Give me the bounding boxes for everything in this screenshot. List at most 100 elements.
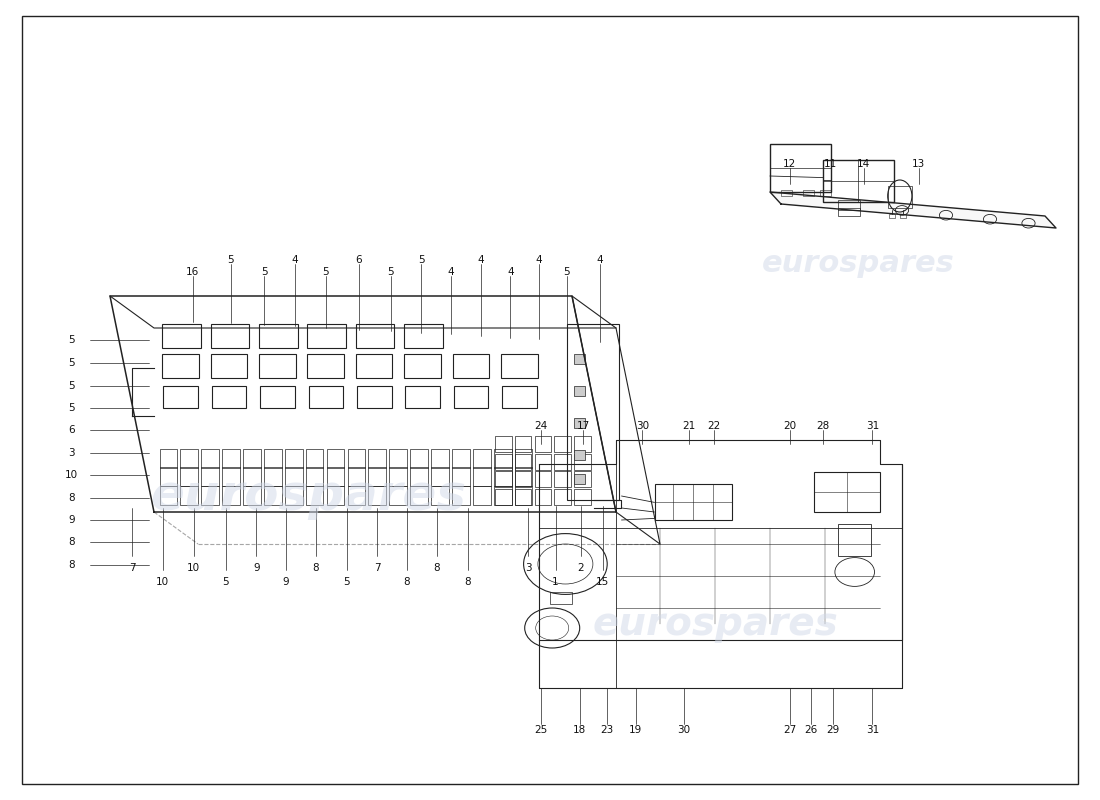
Bar [222, 467, 240, 486]
Text: 21: 21 [682, 421, 695, 430]
Text: 8: 8 [68, 560, 75, 570]
Text: 9: 9 [68, 515, 75, 525]
Bar [405, 354, 441, 378]
Text: 17: 17 [576, 421, 590, 430]
Bar [389, 467, 407, 486]
Text: 5: 5 [563, 267, 570, 277]
Text: 3: 3 [68, 448, 75, 458]
Bar [535, 471, 551, 487]
Bar [327, 467, 344, 486]
Bar [574, 474, 585, 484]
Text: eurospares: eurospares [150, 472, 466, 520]
Bar [431, 467, 449, 486]
Text: 7: 7 [129, 563, 135, 573]
Text: 4: 4 [536, 255, 542, 265]
Bar [211, 386, 246, 408]
Text: 8: 8 [312, 563, 319, 573]
Text: 10: 10 [187, 563, 200, 573]
Bar [405, 324, 442, 348]
Text: 11: 11 [824, 159, 837, 169]
Bar [356, 386, 392, 408]
Bar [494, 486, 512, 505]
Bar [554, 436, 571, 452]
Text: 16: 16 [186, 267, 199, 277]
Text: 10: 10 [65, 470, 78, 480]
Bar [264, 467, 282, 486]
Bar [452, 449, 470, 468]
Bar [211, 324, 249, 348]
Text: 19: 19 [629, 725, 642, 734]
Bar [410, 467, 428, 486]
Bar [368, 467, 386, 486]
Text: 8: 8 [404, 578, 410, 587]
Bar [494, 449, 512, 468]
Bar [452, 486, 470, 505]
Bar [820, 190, 830, 196]
Bar [201, 467, 219, 486]
Text: 7: 7 [374, 563, 381, 573]
Bar [535, 489, 551, 505]
Text: 5: 5 [68, 403, 75, 413]
Bar [285, 467, 303, 486]
Text: 8: 8 [68, 538, 75, 547]
Text: 30: 30 [636, 421, 649, 430]
Bar [260, 386, 295, 408]
Bar [389, 486, 407, 505]
Bar [355, 324, 394, 348]
Text: 15: 15 [596, 578, 609, 587]
Bar [285, 449, 303, 468]
Text: 8: 8 [464, 578, 471, 587]
Text: 31: 31 [866, 421, 879, 430]
Bar [473, 467, 491, 486]
Bar [500, 354, 538, 378]
Bar [160, 449, 177, 468]
Text: 3: 3 [525, 563, 531, 573]
Bar [574, 436, 591, 452]
Bar [781, 190, 792, 196]
Bar [515, 467, 532, 486]
Bar [327, 486, 344, 505]
Bar [164, 386, 198, 408]
Bar [473, 449, 491, 468]
Bar [838, 200, 860, 210]
Bar [160, 486, 177, 505]
Bar [285, 486, 303, 505]
Text: 13: 13 [912, 159, 925, 169]
Text: 4: 4 [507, 267, 514, 277]
Bar [535, 436, 551, 452]
Bar [515, 454, 531, 470]
Bar [554, 471, 571, 487]
Text: 9: 9 [283, 578, 289, 587]
Bar [348, 449, 365, 468]
Text: 29: 29 [826, 725, 839, 734]
Bar [574, 418, 585, 428]
Text: 5: 5 [343, 578, 350, 587]
Text: 4: 4 [477, 255, 484, 265]
Bar [260, 324, 297, 348]
Bar [495, 471, 512, 487]
Bar [348, 467, 365, 486]
Bar [308, 354, 344, 378]
Bar [574, 489, 591, 505]
Text: 25: 25 [535, 725, 548, 734]
Bar [306, 467, 323, 486]
Bar [515, 436, 531, 452]
Text: 4: 4 [448, 267, 454, 277]
Text: 23: 23 [601, 725, 614, 734]
Bar [180, 449, 198, 468]
Text: 31: 31 [866, 725, 879, 734]
Bar [243, 467, 261, 486]
Bar [900, 214, 906, 218]
Bar [327, 449, 344, 468]
Bar [222, 449, 240, 468]
Bar [308, 324, 346, 348]
Text: 6: 6 [68, 426, 75, 435]
Text: 28: 28 [816, 421, 829, 430]
Text: 12: 12 [783, 159, 796, 169]
Bar [574, 471, 591, 487]
Bar [264, 486, 282, 505]
Bar [348, 486, 365, 505]
Bar [494, 467, 512, 486]
Text: 18: 18 [573, 725, 586, 734]
Text: 10: 10 [156, 578, 169, 587]
